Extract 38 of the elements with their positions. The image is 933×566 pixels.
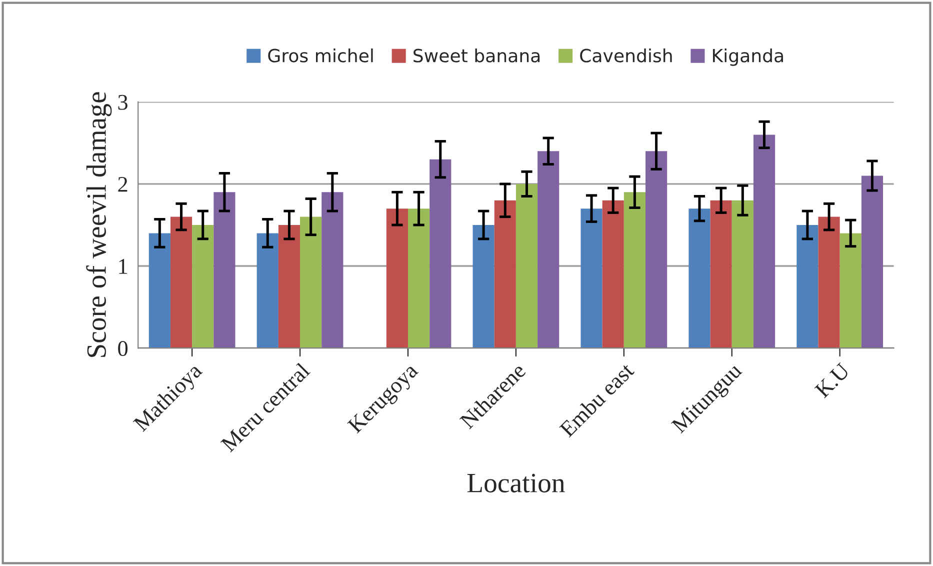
bar <box>322 192 344 348</box>
bar <box>300 216 322 348</box>
legend-label: Cavendish <box>580 48 672 62</box>
bar <box>408 208 430 348</box>
bar <box>580 208 602 348</box>
bar <box>710 200 732 348</box>
bar <box>494 200 516 348</box>
y-tick-label: 1 <box>119 259 128 274</box>
bar <box>472 224 494 348</box>
legend-label: Gros michel <box>268 48 373 62</box>
bar <box>538 151 560 348</box>
bar <box>148 233 170 348</box>
x-tick-label: K.U <box>814 362 851 399</box>
bar <box>602 200 624 348</box>
bar <box>861 176 884 348</box>
y-axis-title: Score of weevil damage <box>86 92 112 357</box>
bar <box>796 224 818 348</box>
legend-label: Kiganda <box>713 48 783 66</box>
bar <box>170 216 192 348</box>
bar <box>256 233 278 348</box>
legend-label: Sweet banana <box>414 48 540 62</box>
bar <box>278 224 300 348</box>
bar <box>840 233 862 348</box>
x-axis-title: Location <box>467 474 565 492</box>
bar <box>753 134 776 348</box>
y-tick-label: 2 <box>118 176 128 192</box>
y-tick-label: 3 <box>118 94 128 110</box>
bar <box>430 159 452 348</box>
y-tick-label: 0 <box>118 341 128 356</box>
bar <box>732 200 754 348</box>
bar <box>516 184 538 348</box>
bar <box>646 151 668 348</box>
bar <box>192 224 214 348</box>
bar <box>688 208 710 348</box>
bar <box>624 192 646 348</box>
bar <box>386 208 408 348</box>
bar <box>214 192 236 348</box>
bar <box>818 216 840 348</box>
